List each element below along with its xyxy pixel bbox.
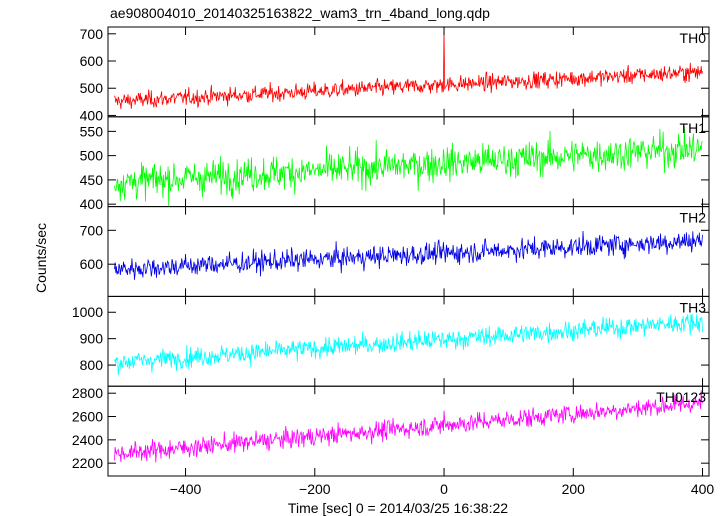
panel-TH0: 400 500 600 700 TH0 — [80, 26, 710, 123]
series-line-TH1 — [114, 126, 703, 207]
y-tick-label: 600 — [80, 256, 104, 272]
series-line-TH0123 — [114, 390, 703, 463]
panel-name: TH1 — [680, 120, 707, 136]
x-tick-label: −200 — [299, 481, 331, 497]
y-tick-label: 600 — [80, 53, 104, 69]
x-axis-label: Time [sec] 0 = 2014/03/25 16:38:22 — [288, 500, 508, 516]
series-line-TH2 — [114, 230, 703, 280]
x-tick-label: 400 — [691, 481, 715, 497]
panel-name: TH0123 — [656, 389, 706, 405]
x-tick-label: 200 — [562, 481, 586, 497]
y-tick-label: 800 — [80, 357, 104, 373]
chart-title: ae908004010_20140325163822_wam3_trn_4ban… — [110, 5, 490, 21]
y-axis-label: Counts/sec — [33, 223, 49, 293]
y-tick-label: 400 — [80, 107, 104, 123]
panel-TH0123: 2200 2400 2600 2800 TH0123 — [72, 385, 710, 477]
panel-frame — [107, 116, 710, 208]
y-tick-label: 700 — [80, 26, 104, 42]
y-tick-label: 1000 — [72, 304, 103, 320]
panel-name: TH0 — [680, 30, 707, 46]
panel-frame — [107, 26, 710, 118]
panel-TH1: 400 450 500 550 TH1 — [80, 116, 710, 212]
y-tick-label: 550 — [80, 123, 104, 139]
y-tick-label: 900 — [80, 331, 104, 347]
panel-name: TH3 — [680, 299, 707, 315]
panels: 400 500 600 700 TH0 400 450 500 550 TH1 600 700 TH2 8… — [72, 26, 715, 497]
series-line-TH0 — [114, 27, 703, 110]
x-tick-label: −400 — [170, 481, 202, 497]
y-tick-label: 450 — [80, 172, 104, 188]
y-tick-label: 2400 — [72, 432, 103, 448]
y-tick-label: 400 — [80, 196, 104, 212]
panel-TH2: 600 700 TH2 — [80, 206, 710, 297]
y-tick-label: 2200 — [72, 455, 103, 471]
panel-TH3: 800 900 1000 TH3 — [72, 295, 710, 387]
series-line-TH3 — [114, 314, 703, 376]
x-tick-label: 0 — [440, 481, 448, 497]
panel-frame — [107, 385, 710, 477]
panel-frame — [107, 206, 710, 297]
y-tick-label: 2800 — [72, 385, 103, 401]
y-tick-label: 2600 — [72, 409, 103, 425]
y-tick-label: 700 — [80, 222, 104, 238]
y-tick-label: 500 — [80, 148, 104, 164]
y-tick-label: 500 — [80, 80, 104, 96]
panel-name: TH2 — [680, 210, 707, 226]
